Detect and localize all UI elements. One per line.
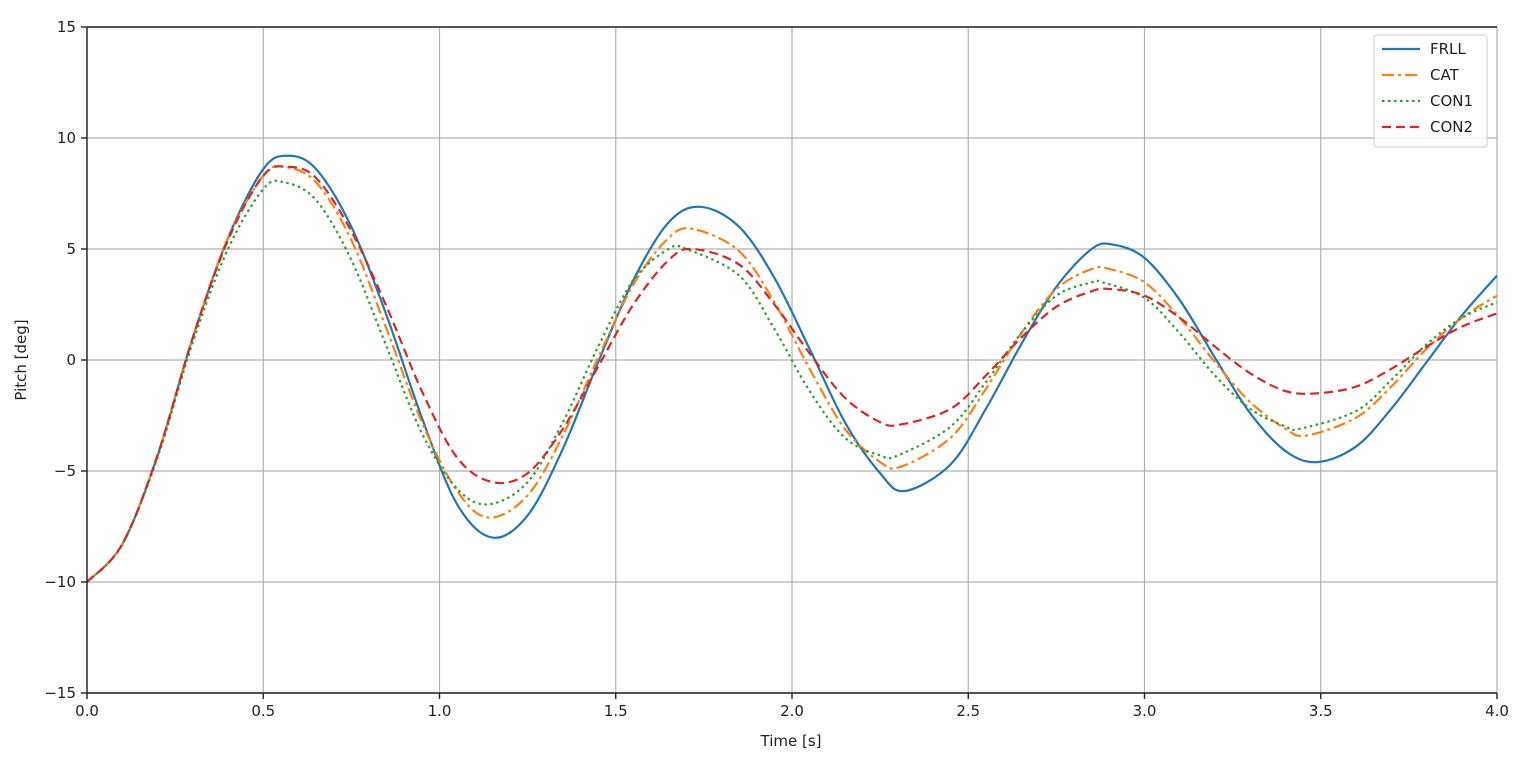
series-line-con2 (86, 165, 1498, 583)
y-tick-label: 0 (66, 351, 76, 369)
series-line-frll (86, 154, 1498, 583)
y-tick-label: 10 (57, 129, 76, 147)
y-axis-label: Pitch [deg] (12, 319, 30, 400)
y-tick-label: −15 (44, 684, 76, 702)
x-tick-label: 0.5 (251, 702, 275, 720)
legend: FRLL CAT CON1 CON2 (1373, 34, 1488, 148)
y-tick-label: 5 (66, 240, 76, 258)
legend-label-con2: CON2 (1430, 118, 1473, 136)
legend-label-con1: CON1 (1430, 92, 1473, 110)
y-tick-label: −5 (54, 462, 76, 480)
legend-label-cat: CAT (1430, 66, 1460, 84)
x-axis-ticks: 0.0 0.5 1.0 1.5 2.0 2.5 3.0 3.5 4.0 (75, 693, 1509, 720)
x-tick-label: 0.0 (75, 702, 99, 720)
y-tick-label: 15 (57, 18, 76, 36)
x-tick-label: 3.5 (1309, 702, 1333, 720)
x-tick-label: 1.5 (604, 702, 628, 720)
series-line-con1 (86, 179, 1498, 583)
series-lines (86, 154, 1498, 583)
legend-box (1373, 34, 1488, 148)
x-tick-label: 4.0 (1485, 702, 1509, 720)
y-axis-ticks: −15 −10 −5 0 5 10 15 (44, 18, 87, 702)
x-axis-label: Time [s] (760, 732, 822, 750)
x-tick-label: 1.0 (428, 702, 452, 720)
x-tick-label: 2.5 (956, 702, 980, 720)
legend-label-frll: FRLL (1430, 40, 1466, 58)
x-tick-label: 3.0 (1133, 702, 1157, 720)
y-tick-label: −10 (44, 573, 76, 591)
x-tick-label: 2.0 (780, 702, 804, 720)
